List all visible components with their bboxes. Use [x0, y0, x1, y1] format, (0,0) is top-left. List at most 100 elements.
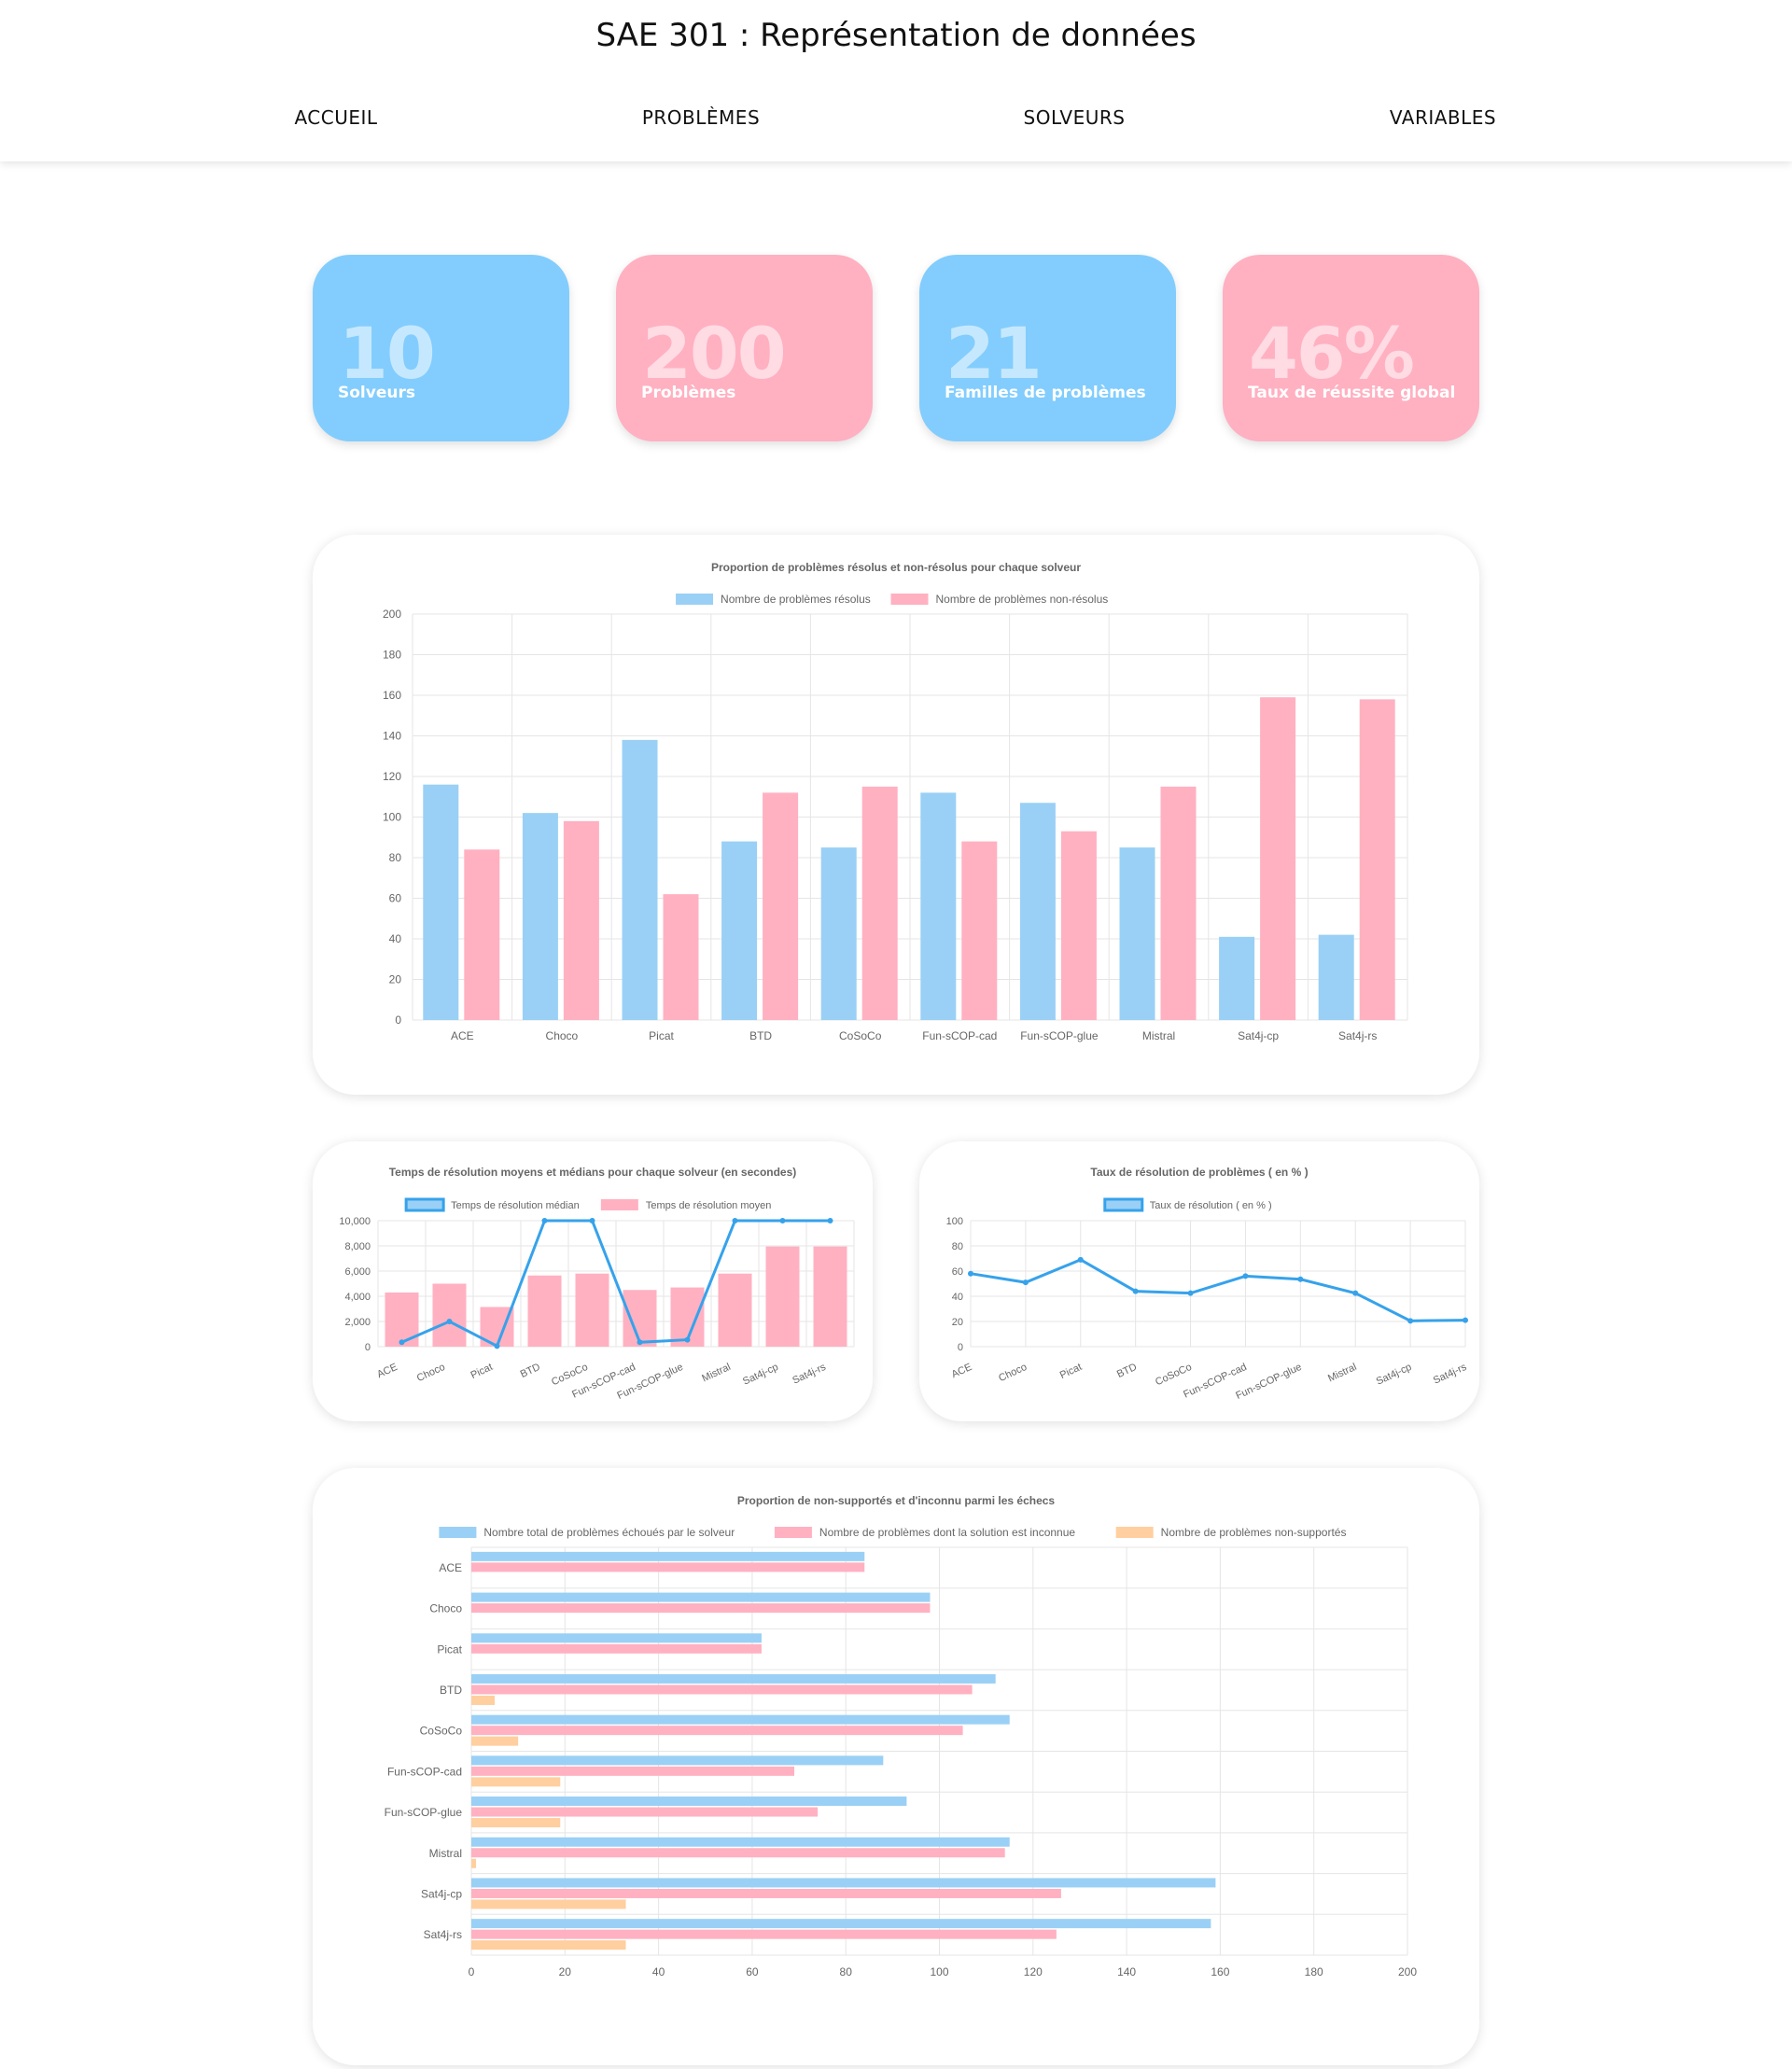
legend-swatch	[1115, 1527, 1154, 1538]
x-tick-label: Mistral	[1326, 1362, 1358, 1385]
x-tick-label: BTD	[749, 1029, 772, 1042]
y-tick-label: 0	[365, 1342, 371, 1353]
stat-value: 21	[945, 312, 1043, 395]
stat-value: 46%	[1249, 312, 1415, 395]
nav-solveurs[interactable]: SOLVEURS	[1023, 106, 1126, 129]
bar-solution-inconnue	[471, 1807, 819, 1817]
y-tick-label: 60	[952, 1266, 963, 1278]
line-taux	[970, 1258, 1466, 1322]
bar-resolus	[920, 792, 957, 1020]
bar-resolus	[1019, 803, 1056, 1020]
line-temps-median	[400, 1219, 831, 1349]
bar-non-resolus	[961, 841, 998, 1020]
legend-swatch	[890, 594, 929, 605]
panel-echecs-chart: Proportion de non-supportés et d'inconnu…	[313, 1468, 1479, 2065]
bar-resolus	[622, 739, 658, 1020]
point-taux	[1463, 1317, 1468, 1323]
y-tick-label: 20	[389, 973, 402, 986]
temps-combo-chart: Temps de résolution moyens et médians po…	[339, 1166, 855, 1402]
x-tick-label: BTD	[1115, 1362, 1139, 1380]
bar-temps-moyen	[527, 1275, 562, 1347]
legend-label: Nombre de problèmes dont la solution est…	[819, 1526, 1075, 1539]
x-tick-label: 200	[1398, 1965, 1417, 1978]
x-tick-label: CoSoCo	[1154, 1362, 1194, 1388]
point-taux	[1022, 1279, 1029, 1286]
bar-temps-moyen	[623, 1290, 657, 1347]
bar-solution-inconnue	[471, 1685, 973, 1695]
x-tick-label: ACE	[950, 1362, 974, 1380]
bar-solution-inconnue	[471, 1726, 963, 1736]
point-taux	[1407, 1318, 1414, 1324]
point-temps-median	[494, 1343, 500, 1349]
y-tick-label: 6,000	[344, 1266, 371, 1278]
y-tick-label: CoSoCo	[420, 1725, 463, 1738]
stat-value: 10	[339, 312, 436, 395]
y-tick-label: 100	[383, 811, 401, 824]
panel-resolus-chart: Proportion de problèmes résolus et non-r…	[313, 535, 1479, 1095]
bar-non-resolus	[663, 894, 699, 1020]
nav-problemes[interactable]: PROBLÈMES	[641, 106, 761, 129]
bar-temps-moyen	[575, 1273, 609, 1347]
y-tick-label: 80	[389, 851, 402, 864]
y-tick-label: 100	[946, 1216, 963, 1227]
chart-title: Taux de résolution de problèmes ( en % )	[1090, 1166, 1308, 1179]
bar-non-resolus	[1060, 831, 1097, 1020]
panel-taux-chart: Taux de résolution de problèmes ( en % )…	[919, 1141, 1479, 1421]
legend-swatch	[439, 1527, 477, 1538]
bar-non-supportes	[471, 1858, 477, 1868]
resolus-bar-chart: Proportion de problèmes résolus et non-r…	[383, 561, 1408, 1042]
bar-total-echoues	[471, 1755, 884, 1766]
x-tick-label: Sat4j-cp	[741, 1362, 780, 1388]
bar-solution-inconnue	[471, 1766, 795, 1776]
y-tick-label: 20	[952, 1317, 963, 1328]
x-tick-label: Picat	[1058, 1362, 1084, 1381]
legend-label: Taux de résolution ( en % )	[1150, 1200, 1272, 1211]
stat-card-taux: 46% Taux de réussite global	[1223, 255, 1479, 441]
bar-solution-inconnue	[471, 1888, 1061, 1898]
bar-resolus	[820, 847, 857, 1020]
x-tick-label: 60	[746, 1965, 759, 1978]
y-tick-label: 40	[952, 1292, 963, 1303]
stat-value: 200	[642, 312, 787, 395]
echecs-hbar-chart: Proportion de non-supportés et d'inconnu…	[385, 1494, 1418, 1978]
bar-solution-inconnue	[471, 1562, 865, 1573]
point-taux	[1132, 1288, 1139, 1294]
point-taux	[1077, 1256, 1084, 1263]
bar-non-supportes	[471, 1777, 561, 1787]
x-tick-label: Sat4j-rs	[1432, 1362, 1469, 1387]
legend-label: Temps de résolution moyen	[646, 1200, 772, 1211]
x-tick-label: Fun-sCOP-glue	[1020, 1029, 1099, 1042]
y-tick-label: Sat4j-cp	[421, 1887, 462, 1900]
x-tick-label: Picat	[469, 1362, 495, 1381]
y-tick-label: Fun-sCOP-glue	[385, 1806, 463, 1819]
y-tick-label: 4,000	[344, 1292, 371, 1303]
x-tick-label: Sat4j-rs	[791, 1362, 828, 1387]
bar-resolus	[721, 841, 758, 1020]
bar-non-supportes	[471, 1818, 561, 1828]
y-tick-label: 10,000	[339, 1216, 371, 1227]
x-tick-label: Sat4j-cp	[1238, 1029, 1279, 1042]
bar-resolus	[1318, 934, 1354, 1020]
bar-total-echoues	[471, 1673, 996, 1684]
x-tick-label: 100	[930, 1965, 948, 1978]
legend-label: Nombre de problèmes non-supportés	[1161, 1526, 1347, 1539]
x-tick-label: 40	[652, 1965, 665, 1978]
bar-temps-moyen	[813, 1246, 847, 1347]
y-tick-label: 80	[952, 1241, 963, 1252]
y-tick-label: BTD	[440, 1684, 462, 1697]
stat-label: Familles de problèmes	[945, 384, 1146, 402]
y-tick-label: ACE	[439, 1561, 462, 1574]
point-temps-median	[589, 1218, 595, 1223]
stat-card-solveurs: 10 Solveurs	[313, 255, 569, 441]
point-temps-median	[637, 1339, 643, 1346]
point-taux	[1352, 1290, 1359, 1296]
y-tick-label: Choco	[429, 1602, 462, 1615]
bar-total-echoues	[471, 1837, 1010, 1847]
bar-total-echoues	[471, 1878, 1216, 1888]
bar-total-echoues	[471, 1551, 865, 1561]
nav-variables[interactable]: VARIABLES	[1389, 106, 1497, 129]
nav-accueil[interactable]: ACCUEIL	[294, 106, 378, 129]
bar-non-supportes	[471, 1736, 519, 1746]
bar-total-echoues	[471, 1796, 907, 1807]
y-tick-label: 8,000	[344, 1241, 371, 1252]
